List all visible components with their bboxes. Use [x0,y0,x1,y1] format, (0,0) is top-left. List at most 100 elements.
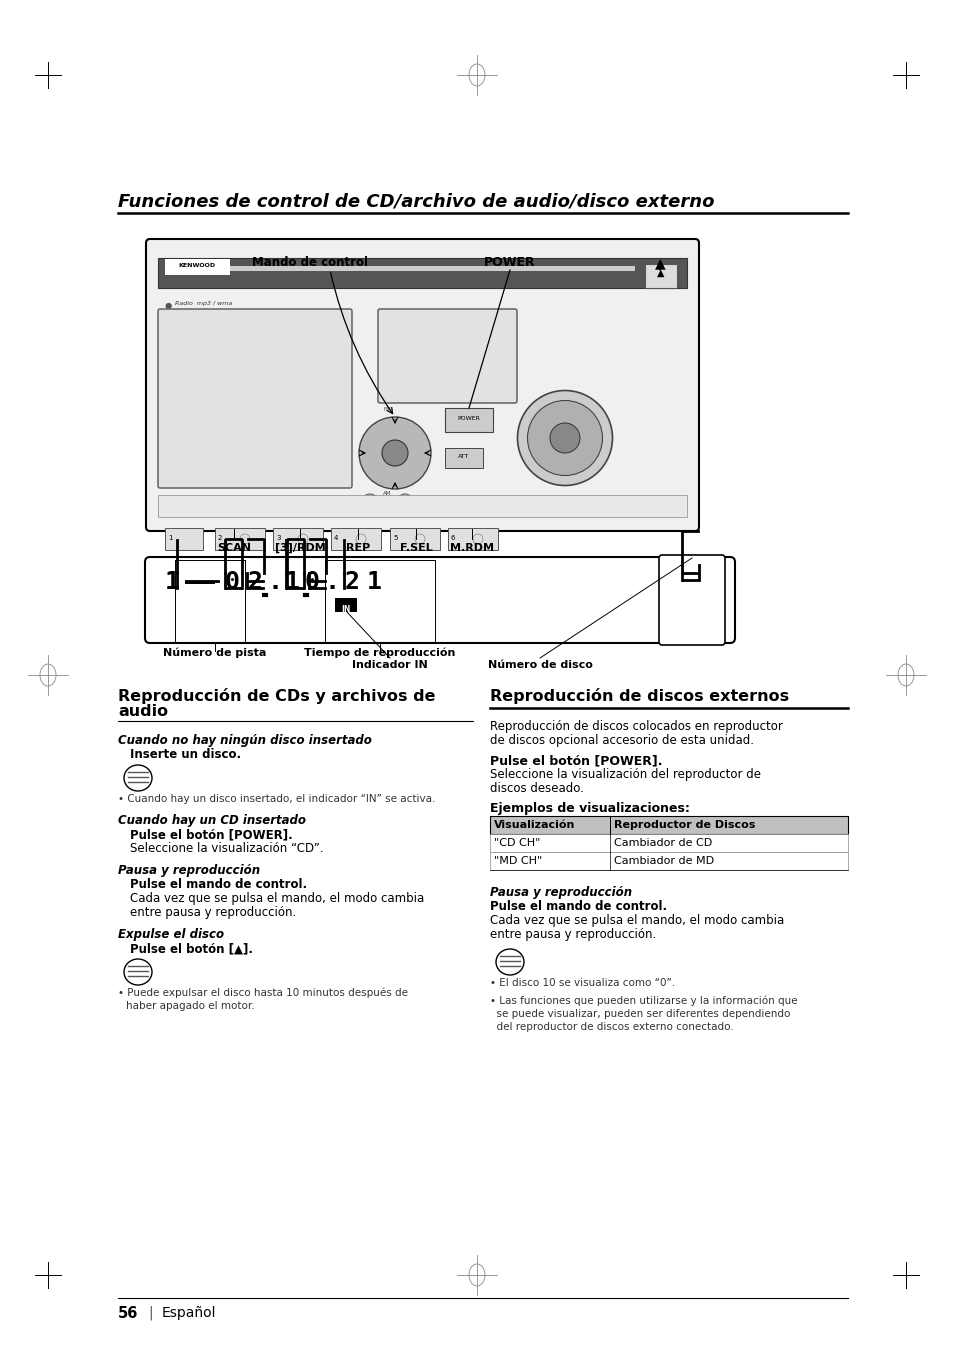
Text: 0: 0 [225,570,240,594]
FancyBboxPatch shape [158,309,352,487]
Text: .: . [325,570,339,594]
Text: .: . [268,570,283,594]
Text: REP: REP [346,543,370,554]
Text: ▲: ▲ [657,269,664,278]
Text: ●: ● [165,301,172,310]
Text: ATT: ATT [457,454,469,459]
Text: Cambiador de CD: Cambiador de CD [614,838,712,848]
Text: Cuando hay un CD insertado: Cuando hay un CD insertado [118,814,306,828]
Text: Pulse el botón [POWER].: Pulse el botón [POWER]. [130,828,293,841]
Text: ▲: ▲ [654,256,664,270]
Text: Mando de control: Mando de control [252,256,368,269]
Text: discos deseado.: discos deseado. [490,782,583,795]
Text: 1: 1 [285,570,299,594]
Text: 6: 6 [451,535,455,541]
Text: Número de disco: Número de disco [487,660,592,670]
Bar [331,528,380,549]
Text: M.RDM: M.RDM [450,543,494,554]
Text: IN: IN [341,605,351,614]
Text: 0: 0 [305,570,319,594]
Text: • El disco 10 se visualiza como “0”.: • El disco 10 se visualiza como “0”. [490,977,675,988]
Text: Seleccione la visualización “CD”.: Seleccione la visualización “CD”. [130,842,323,855]
Ellipse shape [550,423,579,454]
Ellipse shape [360,494,378,512]
Text: 2: 2 [218,535,222,541]
Text: Pulse el mando de control.: Pulse el mando de control. [490,900,666,913]
Text: 2: 2 [248,570,263,594]
Text: • Cuando hay un disco insertado, el indicador “IN” se activa.: • Cuando hay un disco insertado, el indi… [118,794,435,805]
Bar [158,258,686,288]
Bar [644,265,677,288]
Text: "CD CH": "CD CH" [494,838,539,848]
Text: Seleccione la visualización del reproductor de: Seleccione la visualización del reproduc… [490,768,760,782]
Text: 3: 3 [275,535,280,541]
Bar [165,259,230,275]
Text: Reproductor de Discos: Reproductor de Discos [614,819,755,830]
Text: F.SEL: F.SEL [399,543,432,554]
Text: Cuando no hay ningún disco insertado: Cuando no hay ningún disco insertado [118,734,372,747]
FancyBboxPatch shape [659,555,724,645]
Text: Pulse el botón [▲].: Pulse el botón [▲]. [130,942,253,954]
Text: Ejemplos de visualizaciones:: Ejemplos de visualizaciones: [490,802,689,815]
Ellipse shape [527,401,602,475]
Text: • Las funciones que pueden utilizarse y la información que: • Las funciones que pueden utilizarse y … [490,996,797,1007]
Text: Cada vez que se pulsa el mando, el modo cambia: Cada vez que se pulsa el mando, el modo … [490,914,783,927]
Text: Inserte un disco.: Inserte un disco. [130,748,241,761]
Text: "MD CH": "MD CH" [494,856,541,865]
Bar [444,408,493,432]
Text: audio: audio [118,703,168,720]
Text: 1: 1 [168,535,172,541]
Text: [3]/RDM: [3]/RDM [274,543,325,554]
Text: de discos opcional accesorio de esta unidad.: de discos opcional accesorio de esta uni… [490,734,753,747]
Text: Pulse el botón [POWER].: Pulse el botón [POWER]. [490,755,661,767]
Bar [448,528,497,549]
Text: haber apagado el motor.: haber apagado el motor. [126,1000,254,1011]
Bar [273,528,323,549]
Bar [210,266,635,271]
Ellipse shape [381,440,408,466]
Text: Pausa y reproducción: Pausa y reproducción [118,864,260,878]
Text: 1: 1 [165,570,180,594]
Bar [490,815,847,834]
Text: Radio  mp3 / wma: Radio mp3 / wma [174,301,232,306]
Text: 1: 1 [367,570,381,594]
Text: • Puede expulsar el disco hasta 10 minutos después de: • Puede expulsar el disco hasta 10 minut… [118,988,408,999]
Bar [335,598,356,612]
Text: FM: FM [383,406,391,412]
Text: |: | [148,1305,152,1320]
Text: POWER: POWER [484,256,536,269]
Text: Indicador IN: Indicador IN [352,660,428,670]
Ellipse shape [177,583,187,593]
Text: Reproducción de CDs y archivos de: Reproducción de CDs y archivos de [118,688,435,703]
Text: Pausa y reproducción: Pausa y reproducción [490,886,632,899]
FancyBboxPatch shape [145,558,734,643]
Text: Tiempo de reproducción: Tiempo de reproducción [304,648,456,659]
Text: entre pausa y reproducción.: entre pausa y reproducción. [490,927,656,941]
Bar [165,528,203,549]
Text: entre pausa y reproducción.: entre pausa y reproducción. [130,906,296,919]
Text: 4: 4 [334,535,338,541]
Text: AM: AM [382,491,391,495]
Text: Español: Español [162,1305,216,1320]
Text: Visualización: Visualización [494,819,575,830]
Text: Reproducción de discos externos: Reproducción de discos externos [490,688,788,703]
Text: se puede visualizar, pueden ser diferentes dependiendo: se puede visualizar, pueden ser diferent… [490,1008,789,1019]
Text: SCAN: SCAN [216,543,251,554]
Text: Funciones de control de CD/archivo de audio/disco externo: Funciones de control de CD/archivo de au… [118,193,714,211]
Bar [214,528,265,549]
FancyBboxPatch shape [146,239,699,531]
Text: Reproducción de discos colocados en reproductor: Reproducción de discos colocados en repr… [490,720,782,733]
Text: Pulse el mando de control.: Pulse el mando de control. [130,878,307,891]
Text: Expulse el disco: Expulse el disco [118,927,224,941]
Bar [390,528,439,549]
Text: POWER: POWER [457,416,480,421]
Bar [490,834,847,852]
Ellipse shape [171,576,193,599]
Text: 56: 56 [118,1305,138,1322]
Text: ——: —— [185,570,214,594]
Bar [158,495,686,517]
Text: Número de pista: Número de pista [163,648,267,659]
Bar [490,852,847,869]
Ellipse shape [395,494,414,512]
Text: 5: 5 [393,535,397,541]
